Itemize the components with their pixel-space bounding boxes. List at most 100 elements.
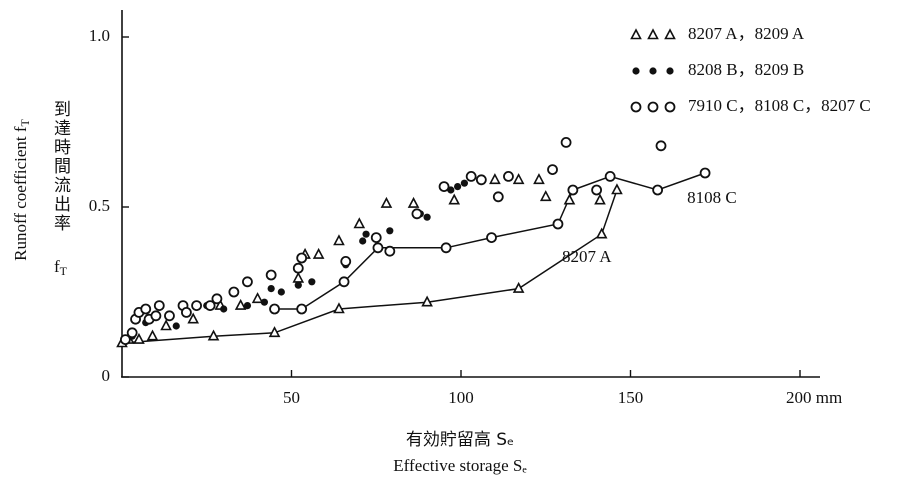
scatter-point bbox=[234, 298, 247, 310]
line-point bbox=[296, 303, 308, 315]
scatter-point bbox=[150, 310, 162, 322]
legend-marker bbox=[630, 28, 642, 40]
scatter-point bbox=[454, 183, 462, 191]
scatter-point bbox=[655, 140, 667, 152]
scatter-point bbox=[191, 300, 202, 312]
line-point bbox=[207, 329, 220, 341]
x-axis-label-jp: 有効貯留高 Sₑ bbox=[406, 430, 514, 450]
scatter-point bbox=[153, 300, 165, 312]
scatter-point bbox=[333, 234, 345, 246]
line-label: 8207 A bbox=[562, 247, 612, 266]
line-label: 8108 C bbox=[687, 188, 737, 207]
scatter-point bbox=[146, 329, 159, 341]
scatter-point bbox=[489, 173, 501, 185]
line-point bbox=[372, 242, 384, 254]
y-tick-label: 0.5 bbox=[89, 196, 110, 215]
line-point bbox=[512, 281, 525, 293]
scatter-point bbox=[539, 190, 552, 202]
scatter-point bbox=[384, 245, 396, 257]
scatter-point bbox=[296, 252, 308, 264]
y-axis-label-jp: 到達時間流出率 bbox=[50, 100, 71, 233]
scatter-point bbox=[294, 281, 302, 289]
scatter-point bbox=[362, 230, 370, 238]
scatter-point bbox=[503, 170, 514, 182]
line-series bbox=[121, 189, 618, 344]
scatter-point bbox=[292, 262, 304, 274]
scatter-point bbox=[438, 181, 450, 193]
line-point bbox=[652, 184, 664, 196]
legend-marker bbox=[647, 101, 659, 113]
scatter-point bbox=[187, 312, 200, 324]
y-tick-label: 0 bbox=[102, 366, 111, 385]
line-point bbox=[338, 276, 350, 288]
scatter-point bbox=[251, 292, 264, 304]
scatter-point bbox=[260, 298, 268, 306]
scatter-point bbox=[407, 196, 420, 208]
line-point bbox=[552, 218, 564, 230]
scatter-point bbox=[140, 303, 152, 315]
scatter-point bbox=[460, 179, 468, 187]
scatter-point bbox=[533, 173, 545, 185]
line-point bbox=[699, 167, 711, 179]
legend-label: 8208 B，8209 B bbox=[688, 60, 804, 79]
scatter-point bbox=[380, 196, 393, 208]
scatter-point bbox=[204, 300, 216, 312]
x-axis-label: Effective storage Sₑ bbox=[393, 456, 527, 475]
scatter-point bbox=[228, 286, 240, 298]
scatter-point bbox=[560, 136, 572, 148]
line-point bbox=[440, 242, 452, 254]
scatter-point bbox=[211, 293, 223, 305]
scatter-point bbox=[126, 327, 138, 339]
legend-label: 7910 C，8108 C，8207 C bbox=[688, 96, 871, 115]
scatter-point bbox=[547, 164, 558, 176]
scatter-point bbox=[277, 288, 285, 296]
scatter-point bbox=[243, 302, 252, 310]
x-tick-label: 150 bbox=[618, 388, 644, 407]
scatter-point bbox=[160, 319, 172, 331]
scatter-point bbox=[594, 193, 606, 205]
legend-marker bbox=[647, 28, 659, 40]
scatter-point bbox=[164, 310, 175, 322]
scatter-point bbox=[370, 232, 382, 244]
scatter-point bbox=[353, 217, 366, 229]
scatter-point bbox=[475, 174, 487, 186]
scatter-point bbox=[423, 213, 431, 221]
y-axis-label-jp-symbol: fT bbox=[54, 257, 68, 278]
scatter-point bbox=[308, 278, 316, 286]
legend-marker bbox=[666, 67, 674, 75]
scatter-point bbox=[512, 173, 525, 185]
scatter-point bbox=[411, 208, 423, 220]
scatter-point bbox=[591, 184, 602, 196]
legend-marker bbox=[632, 67, 640, 75]
scatter-point bbox=[133, 332, 145, 344]
scatter-point bbox=[242, 276, 253, 288]
scatter-point bbox=[119, 334, 131, 346]
legend-marker bbox=[649, 67, 657, 75]
scatter-point bbox=[563, 193, 576, 205]
legend-marker bbox=[630, 101, 642, 113]
x-tick-label: 100 bbox=[448, 388, 474, 407]
scatter-point bbox=[386, 227, 394, 235]
line-point bbox=[268, 326, 281, 338]
scatter-point bbox=[292, 271, 305, 283]
scatter-point bbox=[448, 193, 461, 205]
legend-marker bbox=[664, 101, 676, 113]
scatter-point bbox=[492, 191, 504, 203]
line-point bbox=[604, 170, 616, 182]
scatter-point bbox=[340, 255, 352, 267]
legend-marker bbox=[664, 28, 676, 40]
scatter-point bbox=[465, 170, 477, 182]
scatter-point bbox=[267, 285, 275, 293]
line-point bbox=[595, 227, 608, 239]
line-point bbox=[486, 232, 497, 244]
line-point bbox=[567, 184, 579, 196]
x-tick-label: 50 bbox=[283, 388, 300, 407]
line-point bbox=[333, 302, 345, 314]
line-point bbox=[269, 303, 280, 315]
scatter-point bbox=[172, 322, 180, 330]
x-tick-label: 200 mm bbox=[786, 388, 842, 407]
y-axis-label: Runoff coefficient fT bbox=[11, 118, 32, 260]
legend-label: 8207 A，8209 A bbox=[688, 24, 805, 43]
scatter-point bbox=[312, 247, 325, 259]
